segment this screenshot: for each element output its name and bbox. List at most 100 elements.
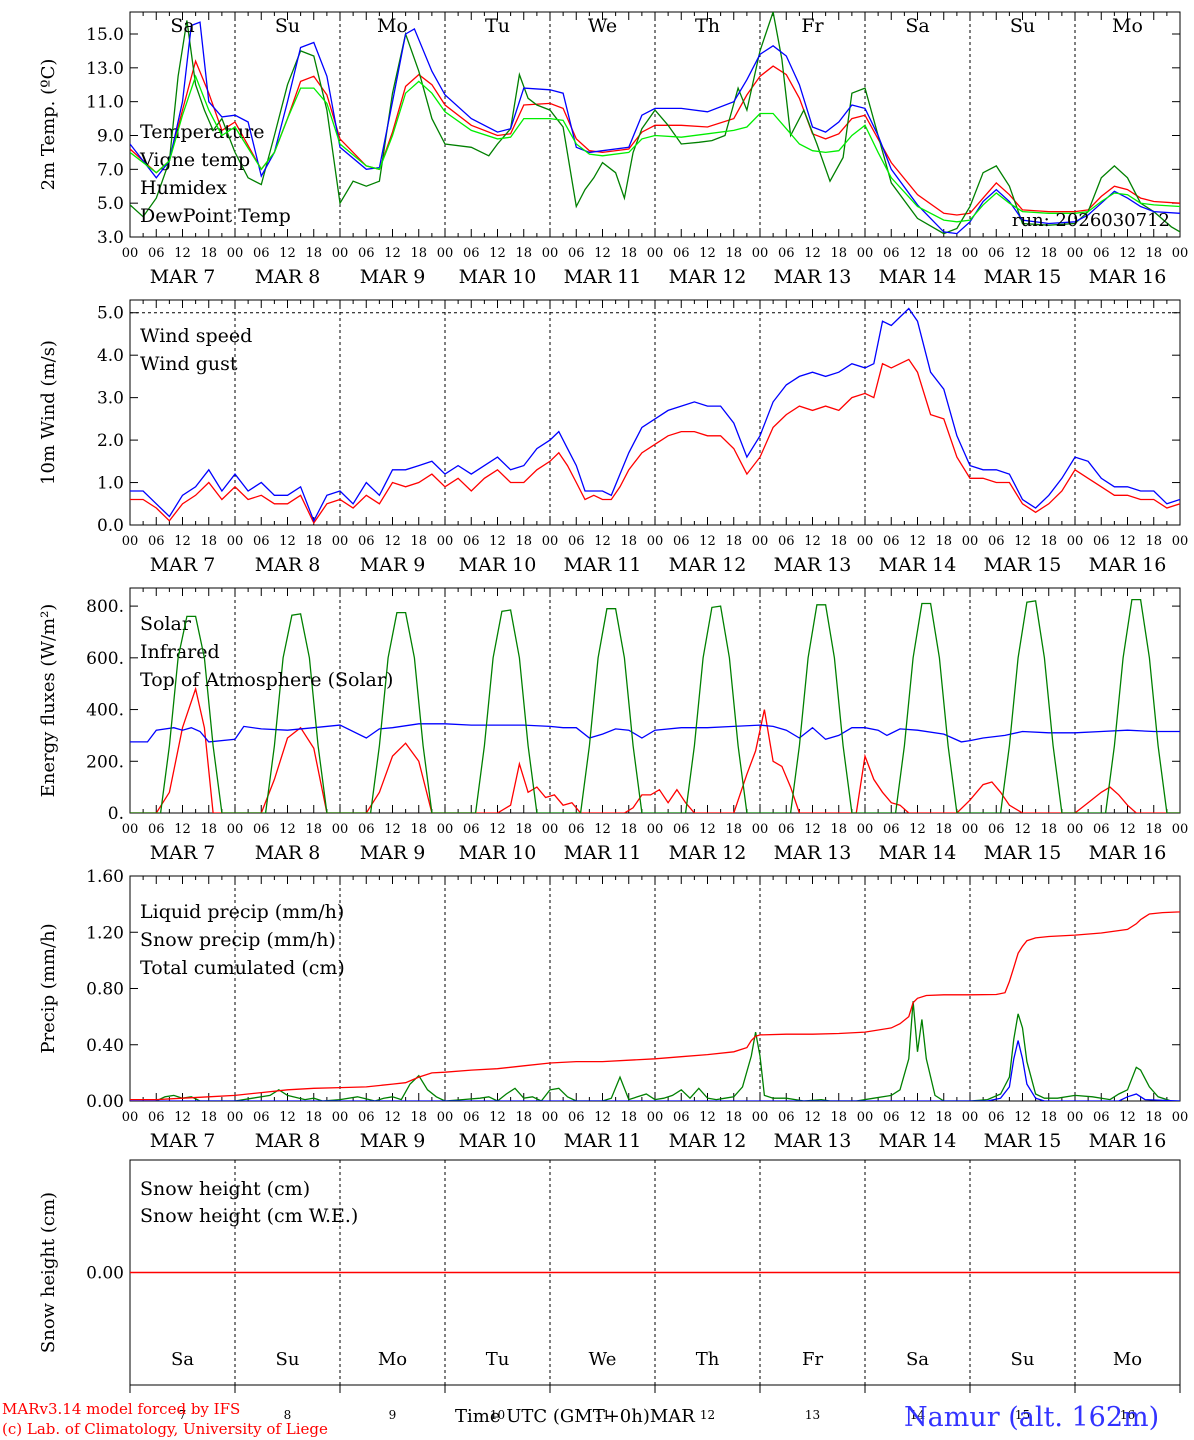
hour-tick-label: 06 [988,534,1005,549]
y-tick-label: 3.0 [97,389,124,409]
hour-tick-label: 18 [1145,822,1162,837]
hour-tick-label: 12 [1119,246,1136,261]
hour-tick-label: 06 [988,1110,1005,1125]
hour-tick-label: 12 [909,534,926,549]
hour-tick-label: 00 [1172,822,1189,837]
hour-tick-label: 06 [568,534,585,549]
hour-tick-label: 00 [542,822,559,837]
hour-tick-label: 12 [699,1110,716,1125]
model-credit: MARv3.14 model forced by IFS [2,1400,241,1418]
day-date-label: MAR 14 [879,1130,957,1152]
day-number-label: 11 [595,1408,610,1422]
hour-tick-label: 18 [725,1110,742,1125]
hour-tick-label: 06 [358,246,375,261]
hour-tick-label: 00 [647,534,664,549]
hour-tick-label: 12 [699,822,716,837]
day-name: Mo [1112,15,1143,37]
hour-tick-label: 06 [463,822,480,837]
legend-entry: Total cumulated (cm) [140,957,345,979]
y-tick-label: 7.0 [97,160,124,180]
series-humidex [130,21,1180,235]
day-date-label: MAR 9 [360,266,426,288]
series-temperature [130,59,1180,216]
day-date-label: MAR 7 [150,554,216,576]
series-solar [130,686,1180,813]
hour-tick-label: 00 [227,246,244,261]
hour-tick-label: 00 [332,1110,349,1125]
hour-tick-label: 12 [594,534,611,549]
day-name: Th [695,15,720,37]
hour-tick-label: 06 [778,822,795,837]
hour-tick-label: 06 [883,534,900,549]
day-date-label: MAR 8 [255,1130,321,1152]
series-total-cumulated-cm [130,911,1180,1101]
y-axis-title: 2m Temp. (ºC) [38,59,59,191]
hour-tick-label: 06 [673,246,690,261]
hour-tick-label: 18 [515,822,532,837]
legend-entry: Humidex [140,177,227,199]
hour-tick-label: 12 [909,1110,926,1125]
hour-tick-label: 06 [883,822,900,837]
day-name: Sa [905,15,929,37]
day-date-label: MAR 16 [1089,266,1167,288]
day-number-label: 9 [389,1408,397,1422]
hour-tick-label: 18 [305,822,322,837]
hour-tick-label: 12 [594,246,611,261]
hour-tick-label: 18 [620,534,637,549]
panel-frame [129,299,1181,526]
y-tick-label: 2.0 [97,431,124,451]
hour-tick-label: 00 [962,822,979,837]
day-name: Mo [378,1349,407,1370]
day-name: Fr [802,1349,823,1370]
day-date-label: MAR 11 [564,554,642,576]
day-number-label: 12 [700,1408,715,1422]
day-name: Tu [485,15,510,37]
hour-tick-label: 12 [804,246,821,261]
day-date-label: MAR 16 [1089,1130,1167,1152]
hour-tick-label: 00 [1172,534,1189,549]
day-name: Fr [801,15,824,37]
hour-tick-label: 00 [1067,534,1084,549]
hour-tick-label: 06 [148,822,165,837]
y-tick-label: 9.0 [97,126,124,146]
hour-tick-label: 18 [200,534,217,549]
y-tick-label: 4.0 [97,346,124,366]
hour-tick-label: 12 [909,246,926,261]
hour-tick-label: 18 [1040,246,1057,261]
hour-tick-label: 06 [883,246,900,261]
hour-tick-label: 12 [489,534,506,549]
hour-tick-label: 18 [200,1110,217,1125]
hour-tick-label: 00 [857,246,874,261]
series-wind-speed [130,358,1180,525]
hour-tick-label: 12 [1119,534,1136,549]
hour-tick-label: 06 [568,246,585,261]
y-tick-label: 0.80 [86,980,124,1000]
y-tick-label: 5.0 [97,194,124,214]
legend-entry: DewPoint Temp [140,205,291,227]
y-tick-label: 3.0 [97,228,124,248]
day-number-label: 10 [490,1408,505,1422]
day-date-label: MAR 16 [1089,554,1167,576]
series-top-of-atmosphere-solar [130,598,1180,813]
hour-tick-label: 12 [1119,1110,1136,1125]
hour-tick-label: 12 [594,822,611,837]
series-dewpoint-temp [130,74,1180,223]
day-date-label: MAR 10 [459,842,537,864]
y-tick-label: 600. [86,649,124,669]
series-infrared [130,723,1180,743]
day-name: Su [1011,1349,1035,1370]
panel-precip: 0.00 0.40 0.80 1.20 1.60 Precip (mm/h) Liquid … [38,867,1188,1152]
hour-tick-label: 12 [279,822,296,837]
day-number-label: 7 [179,1408,187,1422]
day-date-label: MAR 11 [564,842,642,864]
hour-tick-label: 12 [174,1110,191,1125]
day-name: Th [696,1349,720,1370]
legend-entry: Wind speed [140,325,252,347]
hour-tick-label: 12 [594,1110,611,1125]
hour-tick-label: 06 [778,246,795,261]
day-date-label: MAR 9 [360,842,426,864]
day-date-label: MAR 9 [360,1130,426,1152]
y-tick-label: 15.0 [86,25,124,45]
hour-tick-label: 00 [857,1110,874,1125]
hour-tick-label: 18 [410,246,427,261]
